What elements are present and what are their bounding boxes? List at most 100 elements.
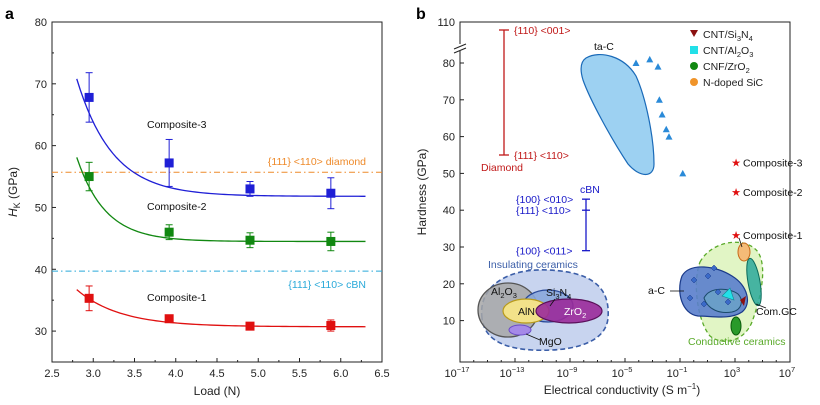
- series-label: Composite-3: [147, 119, 207, 131]
- legend-marker-square: [690, 46, 698, 54]
- legend-label: CNT/Al2O3: [703, 45, 753, 59]
- x-tick-label: 103: [724, 365, 740, 380]
- zro2-label-part: ZrO: [564, 306, 582, 318]
- y-tick-label: 40: [35, 264, 47, 276]
- ta-c-point: [665, 133, 673, 140]
- x-tick-label: 4.0: [168, 368, 183, 380]
- data-point: [326, 236, 336, 246]
- data-point: [84, 293, 94, 303]
- x-tick-base-part: 10: [779, 368, 791, 380]
- panel-b-letter: b: [416, 6, 426, 23]
- x-tick-label: 10−13: [500, 365, 525, 380]
- cnt-al2o3-region: [721, 287, 735, 301]
- panel-a-ylabel-symbol: H: [6, 208, 20, 217]
- panel-a-ylabel: HK (GPa): [6, 167, 22, 217]
- reference-label: {111} <110> diamond: [268, 156, 366, 168]
- x-tick-label: 107: [779, 365, 795, 380]
- x-tick-label: 10−1: [667, 365, 688, 380]
- x-tick-label: 2.5: [44, 368, 59, 380]
- x-tick-exponent: −5: [624, 365, 633, 374]
- data-point: [84, 92, 94, 102]
- y-tick-label: 80: [35, 17, 47, 29]
- panel-a-ylabel-unit: (GPa): [6, 167, 20, 202]
- n-doped-sic-region: [737, 242, 751, 262]
- data-point: [245, 235, 255, 245]
- diamond-top-label: {110} <001>: [514, 25, 570, 37]
- x-tick-label: 5.0: [251, 368, 266, 380]
- al2o3-label-part: O: [505, 286, 513, 298]
- legend-label-part: 3: [749, 50, 753, 59]
- x-tick-base-part: 10: [500, 368, 512, 380]
- composite-label: Composite-2: [743, 187, 803, 199]
- x-tick-label: 3.0: [86, 368, 101, 380]
- ta-c-point: [655, 96, 663, 103]
- mgo-region: [508, 324, 532, 336]
- zro2-label-part: 2: [582, 311, 586, 320]
- legend-label-part: 2: [737, 50, 741, 59]
- a-c-point: [714, 288, 722, 296]
- legend-label-part: CNF/ZrO: [703, 61, 746, 73]
- data-point: [164, 314, 174, 324]
- x-tick-label: 10−9: [557, 365, 578, 380]
- diamond-bottom-label: {111} <110>: [514, 150, 569, 162]
- y-tick-label: 10: [443, 316, 455, 328]
- data-point: [245, 184, 255, 194]
- panel-a-chart: a 2.5 3.0 3.5 4.0 4.5 5.0 5.5 6.0 6.5 30 40 50 60 70 8…: [5, 6, 390, 398]
- axis-break-mark: [453, 43, 467, 50]
- ta-c-point: [646, 55, 654, 63]
- cbn-title: cBN: [580, 184, 600, 196]
- data-point: [326, 321, 336, 331]
- mgo-leader: [525, 333, 541, 341]
- fit-curve: [76, 78, 366, 197]
- legend-label: CNF/ZrO2: [703, 61, 750, 75]
- panel-b-chart: b 10−17 10−13 10−9 10−5 10−1 103 1071020304050…: [415, 6, 803, 397]
- x-tick-exponent: −13: [512, 365, 525, 374]
- series-label: Composite-2: [147, 201, 207, 213]
- x-tick-exponent: 7: [791, 365, 795, 374]
- y-tick-label: 30: [443, 242, 455, 254]
- legend-label-part: CNT/Al: [703, 45, 737, 57]
- panel-b-xlabel: Electrical conductivity (S m−1): [544, 382, 701, 397]
- mgo-label: MgO: [539, 336, 562, 348]
- zro2-region: [535, 298, 603, 324]
- a-c-point: [724, 298, 732, 306]
- x-tick-label: 3.5: [127, 368, 142, 380]
- a-c-point: [700, 300, 708, 308]
- legend-label: N-doped SiC: [703, 77, 764, 89]
- x-tick-label: 10−17: [445, 365, 470, 380]
- x-tick-label: 5.5: [292, 368, 307, 380]
- a-c-point: [704, 272, 712, 280]
- cnf-zro2-region: [730, 316, 742, 336]
- si3n4-label-part: Si: [546, 287, 555, 299]
- a-c-point: [690, 276, 698, 284]
- al2o3-label: Al2O3: [491, 286, 517, 300]
- axis-break-mark: [453, 47, 467, 54]
- x-tick-exponent: 3: [736, 365, 740, 374]
- cbn-label: {111} <110>: [516, 205, 571, 217]
- legend-marker-circle: [690, 78, 698, 86]
- panel-a-ticks: 2.5 3.0 3.5 4.0 4.5 5.0 5.5 6.0 6.5 30 40 50 60 70 80: [35, 17, 390, 380]
- x-tick-label: 10−5: [612, 365, 633, 380]
- y-tick-label: 50: [443, 168, 455, 180]
- si3n4-label-part: 3: [555, 292, 559, 301]
- ta-c-point: [662, 125, 670, 133]
- data-point: [164, 227, 174, 237]
- si3n4-leader: [549, 298, 556, 307]
- data-point: [164, 158, 174, 168]
- ta-c-point: [679, 169, 687, 177]
- legend-label-part: CNT/Si: [703, 29, 737, 41]
- x-tick-exponent: −1: [679, 365, 688, 374]
- cnt-si3n4-region: [740, 296, 746, 306]
- y-tick-label: 60: [35, 141, 47, 153]
- cbn-label: {100} <010>: [516, 194, 573, 206]
- panel-a-ylabel-subscript: K: [12, 202, 22, 208]
- y-tick-label: 20: [443, 279, 455, 291]
- x-tick-label: 4.5: [209, 368, 224, 380]
- ta-c-point: [632, 59, 640, 66]
- panel-a-reference-lines: {111} <110> diamond {111} <110> cBN: [52, 156, 382, 291]
- panel-a-xlabel: Load (N): [194, 384, 241, 398]
- x-tick-base-part: 10: [724, 368, 736, 380]
- panel-b-xlabel-end: ): [696, 383, 700, 397]
